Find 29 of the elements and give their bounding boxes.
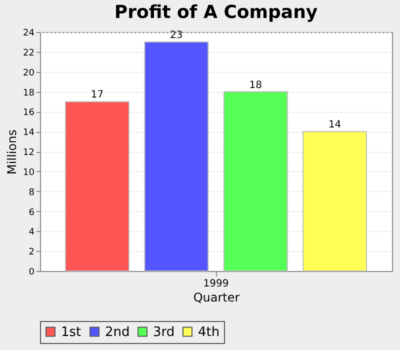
y-axis-title: Millions [5,130,20,174]
x-tick-label: 1999 [203,278,229,290]
data-label: 14 [328,120,342,131]
bar [302,131,367,272]
y-tick-label: 6 [28,208,35,218]
legend-label: 1st [61,324,82,340]
bar [65,101,130,272]
y-tick-label: 4 [28,228,35,238]
bar [223,91,288,272]
y-tick-label: 14 [23,128,35,138]
legend-label: 4th [198,324,220,340]
x-axis-title: Quarter [193,290,240,304]
y-tick-label: 16 [23,108,35,118]
y-tick-label: 0 [28,268,35,278]
data-label: 17 [90,90,104,101]
y-tick-label: 10 [23,168,35,178]
chart-title: Profit of A Company [114,2,318,23]
data-label: 23 [170,30,183,41]
y-tick-label: 24 [23,28,35,38]
bar [144,41,209,272]
y-tick-label: 8 [28,188,35,198]
legend-label: 2nd [105,324,130,340]
y-tick-label: 20 [23,68,35,78]
legend-label: 3rd [153,324,175,340]
y-tick-label: 12 [23,148,34,158]
y-tick-label: 22 [23,48,34,58]
data-label: 18 [249,80,262,91]
y-tick-label: 2 [28,248,34,258]
y-tick-label: 18 [23,88,35,98]
